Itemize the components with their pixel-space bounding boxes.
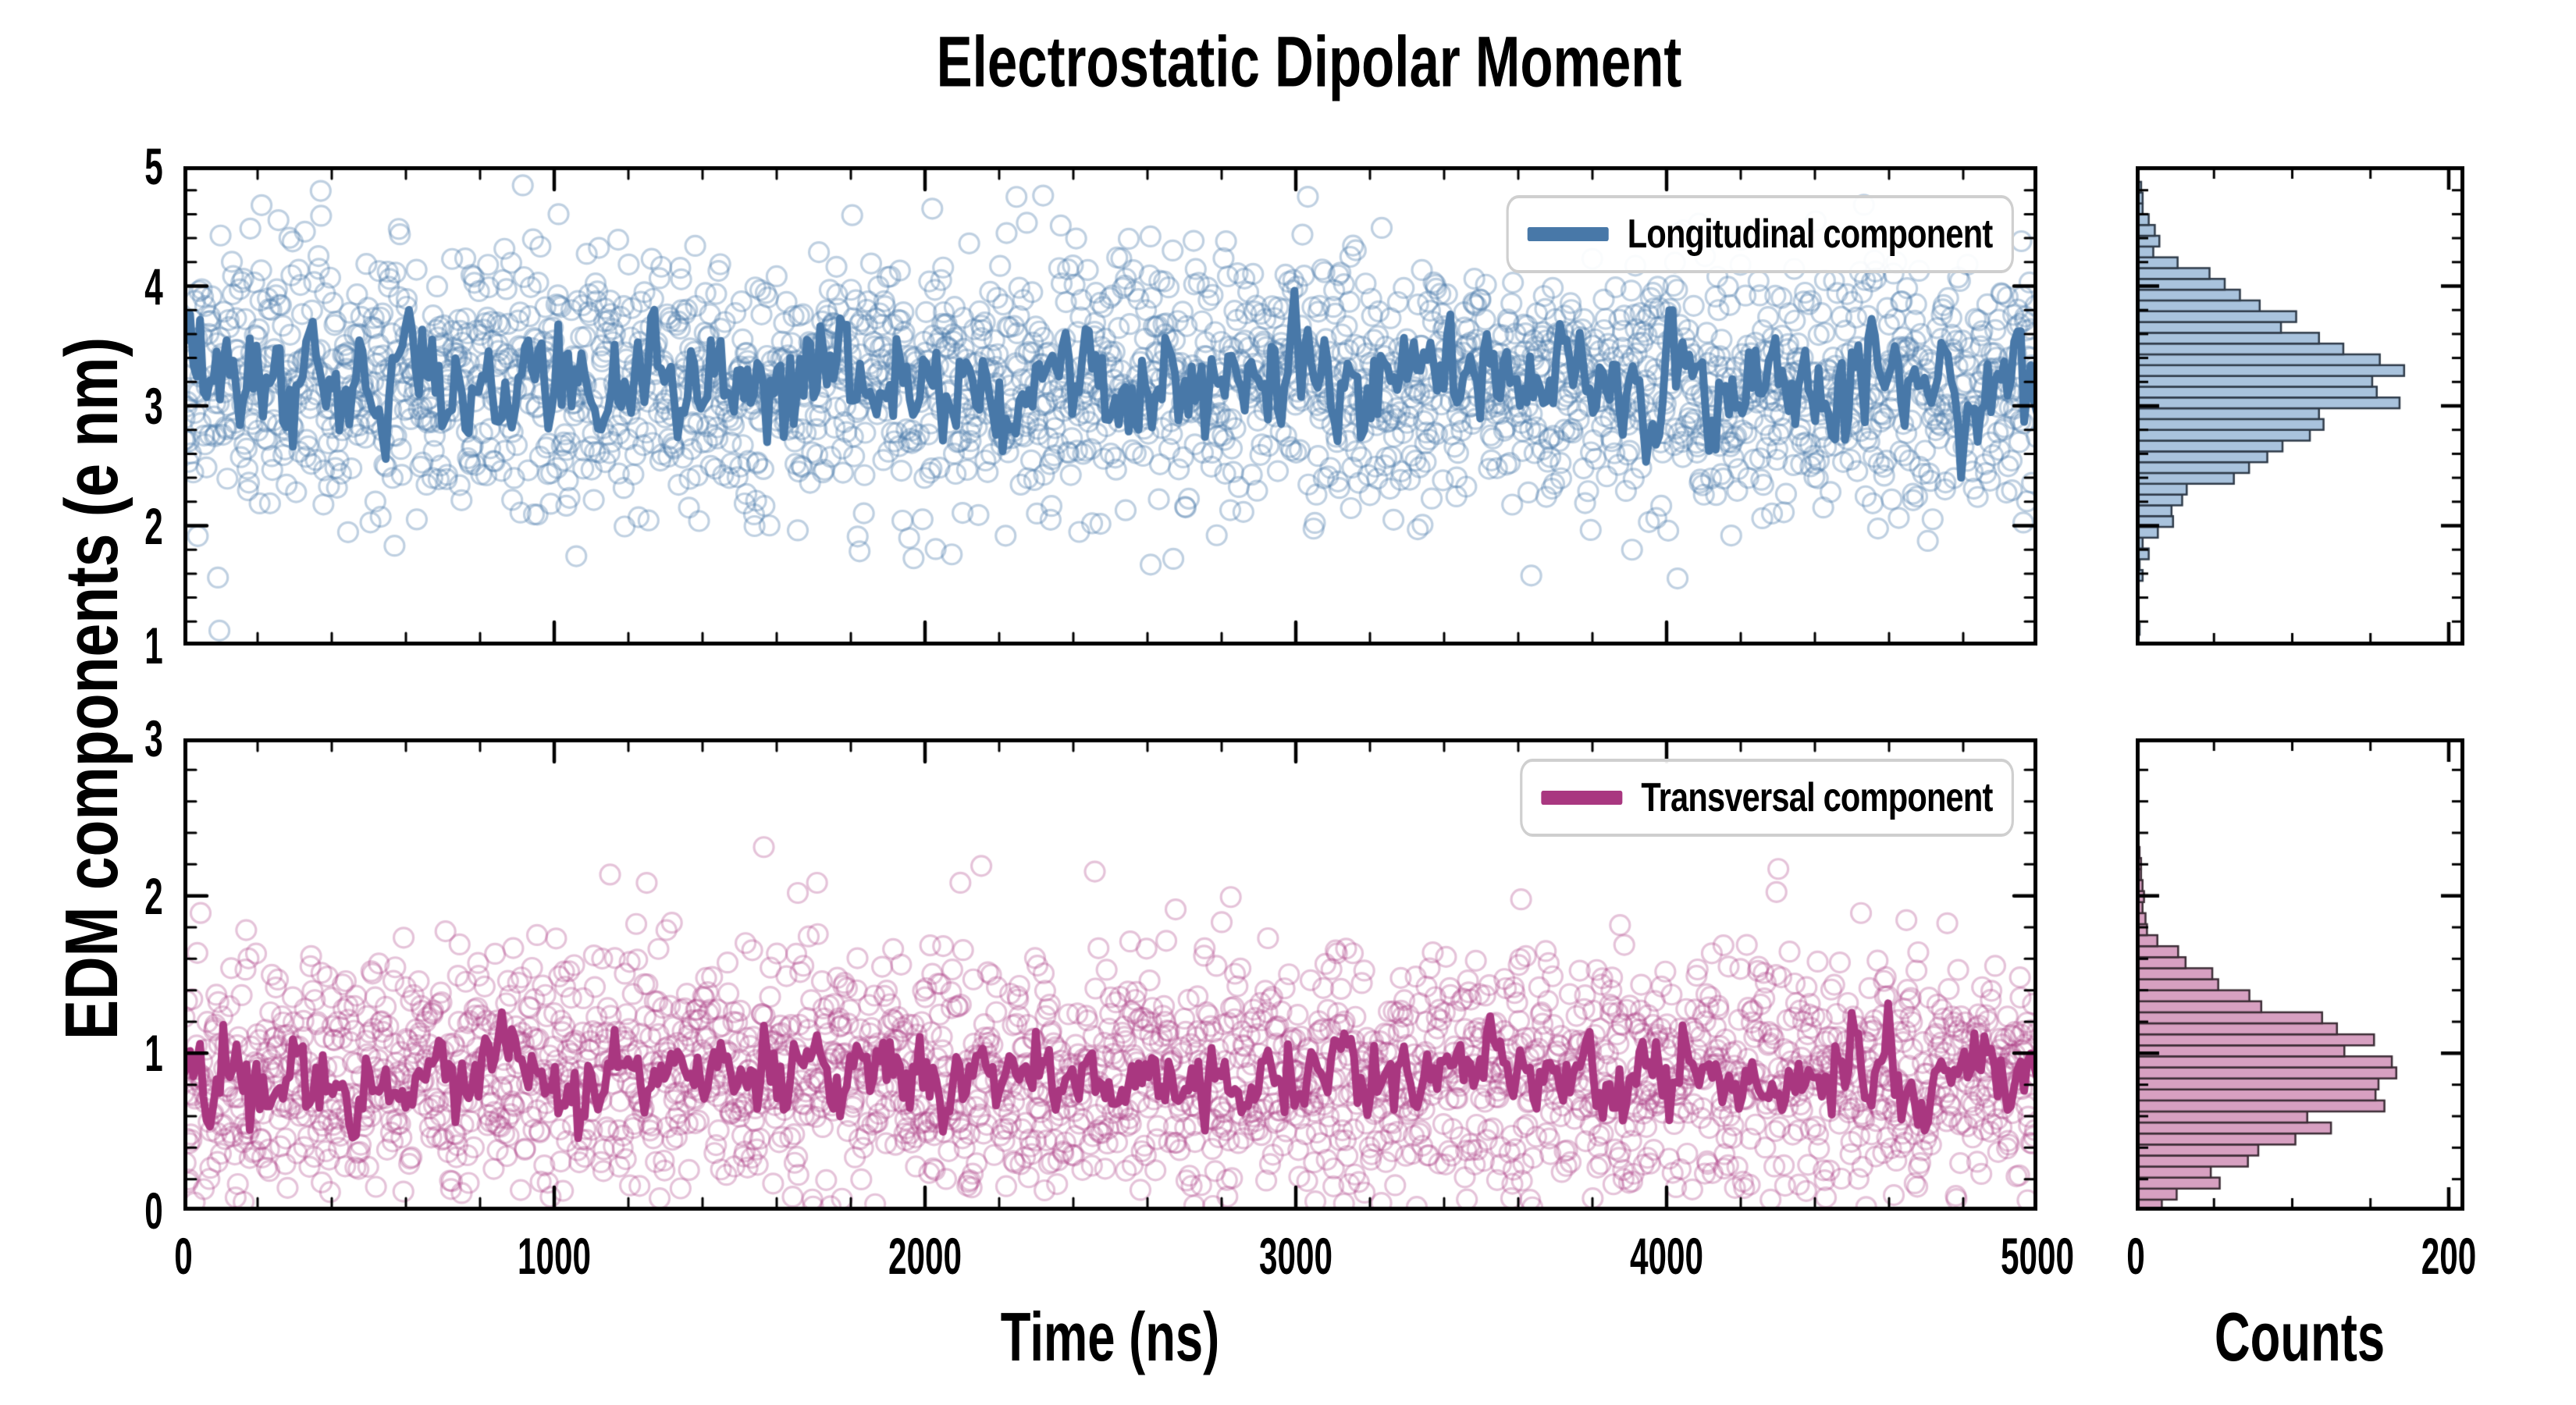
x-tick-label: 200	[2421, 1227, 2477, 1285]
y-tick-label: 3	[144, 710, 164, 767]
legend-longitudinal: Longitudinal component	[1506, 195, 2014, 273]
transversal-histogram-panel	[2136, 738, 2464, 1211]
y-axis-label: EDM components (e nm)	[50, 336, 133, 1040]
x-tick-label: 4000	[1630, 1227, 1703, 1285]
y-tick-label: 3	[144, 377, 164, 435]
x-axis-label-counts: Counts	[2214, 1298, 2386, 1375]
legend-label-longitudinal: Longitudinal component	[1628, 212, 1993, 257]
longitudinal-histogram-panel	[2136, 166, 2464, 646]
legend-label-transversal: Transversal component	[1641, 775, 1994, 820]
y-tick-label: 0	[144, 1182, 164, 1240]
legend-swatch-longitudinal-icon	[1528, 227, 1610, 241]
legend-transversal: Transversal component	[1520, 759, 2014, 837]
y-tick-label: 2	[144, 866, 164, 925]
y-tick-label: 5	[144, 137, 164, 195]
x-tick-label: 0	[2126, 1227, 2145, 1285]
legend-swatch-transversal-icon	[1541, 791, 1623, 805]
chart-title: Electrostatic Dipolar Moment	[936, 22, 1682, 102]
x-tick-label: 1000	[518, 1227, 591, 1285]
x-tick-label: 2000	[888, 1227, 962, 1285]
y-tick-label: 1	[144, 1024, 164, 1083]
x-tick-label: 0	[174, 1227, 193, 1285]
x-tick-label: 3000	[1259, 1227, 1332, 1285]
y-tick-label: 1	[144, 617, 164, 674]
y-tick-label: 2	[144, 496, 164, 555]
x-tick-label: 5000	[2001, 1227, 2074, 1285]
x-axis-label-time: Time (ns)	[1000, 1298, 1220, 1375]
y-tick-label: 4	[144, 257, 164, 315]
